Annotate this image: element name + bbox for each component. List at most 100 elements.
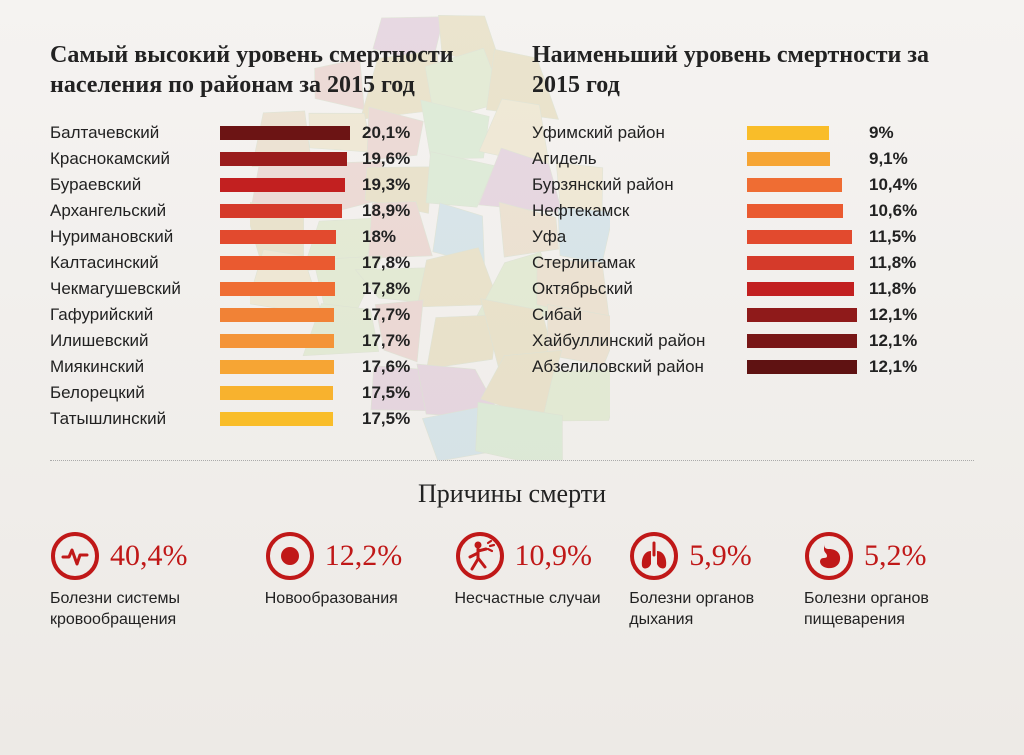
top-columns: Самый высокий уровень смертности населен… [50,40,974,432]
causes-row: 40,4% Болезни системы кровообращения 12,2%… [50,531,974,631]
row-value: 19,3% [350,175,410,195]
row-label: Октябрьский [532,279,747,299]
cause-value: 40,4% [110,539,188,573]
bar [747,334,857,348]
row-label: Краснокамский [50,149,220,169]
bar-wrap [220,204,350,218]
bar [220,230,336,244]
cause-label: Несчастные случаи [455,589,615,610]
row-value: 18,9% [350,201,410,221]
bar [747,256,854,270]
row-label: Балтачевский [50,123,220,143]
cause-item: 5,2% Болезни органов пищеварения [804,531,974,631]
section-divider [50,460,974,461]
table-row: Чекмагушевский17,8% [50,276,492,302]
stomach-icon [804,531,854,581]
table-row: Октябрьский 11,8% [532,276,974,302]
table-row: Гафурийский 17,7% [50,302,492,328]
bar [747,178,842,192]
row-label: Бураевский [50,175,220,195]
table-row: Архангельский 18,9% [50,198,492,224]
row-value: 11,8% [857,279,916,299]
table-row: Хайбуллинский район12,1% [532,328,974,354]
bar [747,204,843,218]
row-value: 9% [857,123,894,143]
tumor-icon [265,531,315,581]
row-label: Стерлитамак [532,253,747,273]
heart-icon [50,531,100,581]
table-row: Балтачевский 20,1% [50,120,492,146]
cause-label: Болезни органов дыхания [629,589,789,631]
row-value: 10,4% [857,175,917,195]
causes-title: Причины смерти [50,479,974,509]
row-value: 12,1% [857,357,917,377]
bar [747,308,857,322]
cause-item: 10,9% Несчастные случаи [455,531,615,631]
row-value: 18% [350,227,396,247]
row-label: Абзелиловский район [532,357,747,377]
row-value: 12,1% [857,305,917,325]
row-label: Уфа [532,227,747,247]
lowest-title: Наименьший уровень смертности за 2015 го… [532,40,974,100]
row-label: Белорецкий [50,383,220,403]
cause-top: 5,2% [804,531,974,581]
row-label: Бурзянский район [532,175,747,195]
row-value: 12,1% [857,331,917,351]
cause-top: 40,4% [50,531,250,581]
bar-wrap [747,256,857,270]
row-label: Сибай [532,305,747,325]
row-value: 17,5% [350,383,410,403]
bar-wrap [747,360,857,374]
bar-wrap [747,308,857,322]
bar-wrap [747,152,857,166]
cause-label: Новообразования [265,589,440,610]
table-row: Краснокамский19,6% [50,146,492,172]
highest-title: Самый высокий уровень смертности населен… [50,40,492,100]
row-value: 20,1% [350,123,410,143]
table-row: Татышлинский17,5% [50,406,492,432]
cause-label: Болезни органов пищеварения [804,589,974,631]
row-label: Агидель [532,149,747,169]
table-row: Уфимский район9% [532,120,974,146]
bar-wrap [220,178,350,192]
row-label: Миякинский [50,357,220,377]
bar-wrap [220,334,350,348]
bar [747,230,852,244]
cause-value: 10,9% [515,539,593,573]
bar-wrap [220,360,350,374]
lungs-icon [629,531,679,581]
highest-mortality-column: Самый высокий уровень смертности населен… [50,40,492,432]
row-label: Нефтекамск [532,201,747,221]
table-row: Абзелиловский район 12,1% [532,354,974,380]
row-label: Нуримановский [50,227,220,247]
table-row: Стерлитамак 11,8% [532,250,974,276]
bar [220,178,345,192]
table-row: Нуримановский 18% [50,224,492,250]
table-row: Миякинский17,6% [50,354,492,380]
table-row: Бураевский 19,3% [50,172,492,198]
table-row: Белорецкий 17,5% [50,380,492,406]
table-row: Агидель9,1% [532,146,974,172]
bar-wrap [747,334,857,348]
row-label: Чекмагушевский [50,279,220,299]
cause-item: 12,2%Новообразования [265,531,440,631]
row-value: 11,8% [857,253,916,273]
cause-top: 10,9% [455,531,615,581]
bar [747,126,829,140]
bar-wrap [220,152,350,166]
row-label: Гафурийский [50,305,220,325]
row-label: Архангельский [50,201,220,221]
table-row: Уфа11,5% [532,224,974,250]
infographic-content: Самый высокий уровень смертности населен… [0,0,1024,661]
row-label: Калтасинский [50,253,220,273]
row-value: 17,7% [350,305,410,325]
bar-wrap [747,178,857,192]
cause-label: Болезни системы кровообращения [50,589,250,631]
bar-wrap [220,230,350,244]
bar-wrap [747,282,857,296]
cause-top: 5,9% [629,531,789,581]
cause-item: 40,4% Болезни системы кровообращения [50,531,250,631]
row-value: 17,5% [350,409,410,429]
bar [747,282,854,296]
bar [220,204,342,218]
